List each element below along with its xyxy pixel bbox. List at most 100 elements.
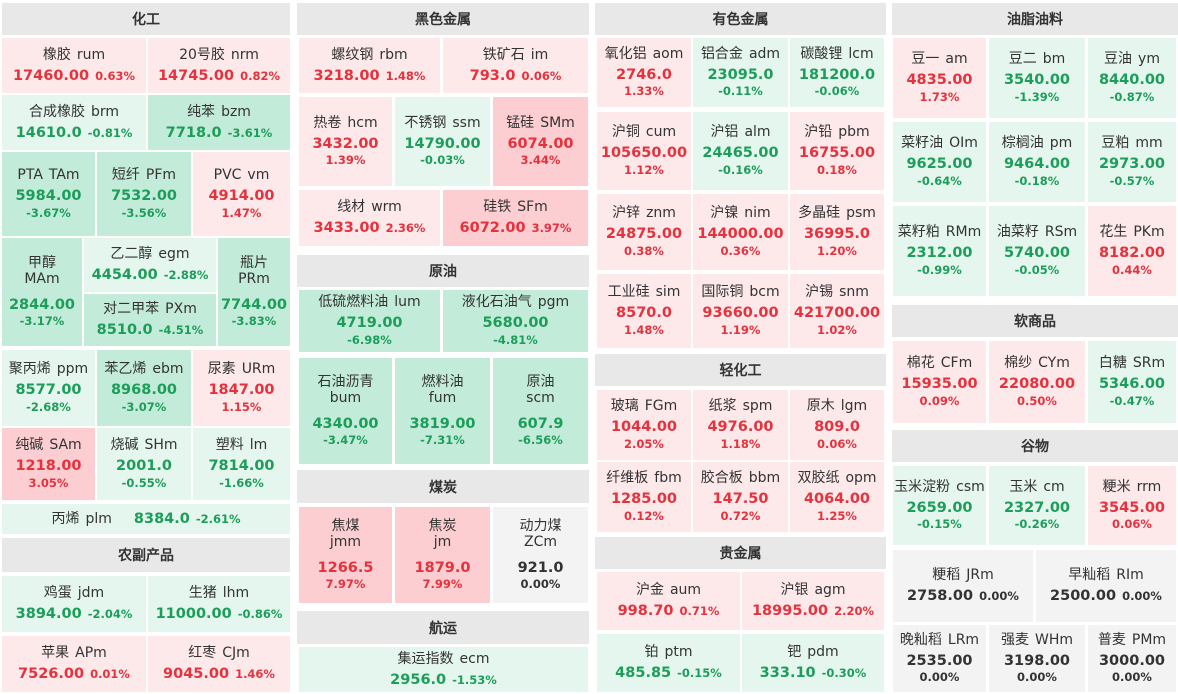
row: -4.81%: [493, 332, 538, 348]
row: 921.0: [518, 560, 564, 577]
contract-tile: 苯乙烯 ebm 8968.00 -3.07%: [97, 350, 191, 426]
row: 147.50: [713, 491, 769, 508]
price: 8570.0: [616, 305, 672, 322]
contract-code: ppm: [56, 361, 89, 378]
price: 333.10: [759, 665, 816, 682]
price: 4064.00: [803, 491, 871, 508]
contract-code: TAm: [48, 167, 80, 184]
row: 36995.0: [804, 226, 870, 243]
section-header: 轻化工: [595, 354, 886, 386]
row: 1.48%: [624, 322, 664, 338]
contract-code: fbm: [654, 470, 682, 487]
row: PTA TAm: [17, 167, 79, 183]
contract-code: CFm: [940, 355, 973, 372]
row: 421700.00: [794, 305, 880, 322]
row: MAm: [24, 271, 59, 287]
row: 生猪 lhm: [189, 585, 249, 601]
contract-tile: 玻璃 FGm 1044.00 2.05%: [597, 390, 691, 460]
row: 沪金 aum: [636, 582, 701, 598]
price: 36995.0: [803, 226, 871, 243]
row: 玉米淀粉 csm: [894, 479, 985, 495]
row: -7.31%: [420, 432, 465, 448]
row: 螺纹钢 rbm: [331, 47, 407, 63]
contract-tile: 白糖 SRm 5346.00 -0.47%: [1088, 341, 1176, 423]
row: 809.0: [814, 419, 860, 436]
contract-name: 早籼稻: [1068, 567, 1111, 584]
row: 20号胶 nrm: [179, 47, 259, 63]
contract-tile: 铁矿石 im 793.0 0.06%: [443, 38, 588, 93]
price: 921.0: [517, 559, 564, 576]
contract-tile: 铝合金 adm 23095.0 -0.11%: [693, 38, 788, 107]
contract-tile: 碳酸锂 lcm 181200.0 -0.06%: [790, 38, 884, 107]
contract-code: ZCm: [523, 533, 557, 550]
change: 1.46%: [235, 667, 275, 682]
row: 4914.00: [208, 188, 274, 205]
price: 5680.00: [482, 315, 549, 332]
row: 7.99%: [423, 576, 463, 592]
contract-name: 硅铁: [483, 199, 512, 216]
row: -2.68%: [26, 399, 71, 415]
change: -3.67%: [26, 205, 71, 220]
price: 1218.00: [15, 458, 82, 475]
row: 铂 ptm: [644, 644, 692, 660]
row: 1285.00: [611, 491, 677, 508]
row: 多晶硅 psm: [798, 205, 876, 221]
row: 793.0 0.06%: [470, 68, 562, 85]
row: 纸浆 spm: [709, 398, 773, 414]
contract-code: RIm: [1116, 567, 1144, 584]
contract-tile: 锰硅 SMm 6074.00 3.44%: [493, 97, 588, 186]
price: 17460.00: [12, 67, 90, 84]
change: -6.56%: [518, 433, 563, 448]
contract-name: 玉米淀粉: [894, 478, 951, 495]
row: 豆二 bm: [1009, 51, 1066, 67]
price: 22080.00: [998, 376, 1076, 393]
price: 998.70: [617, 603, 674, 620]
row: -1.66%: [219, 475, 264, 491]
price: 24465.00: [702, 145, 779, 162]
contract-tile: 动力煤 ZCm 921.0 0.00%: [493, 507, 588, 603]
row: 粳米 rrm: [1103, 479, 1162, 495]
contract-tile: 苹果 APm 7526.00 0.01%: [2, 636, 146, 692]
row: 晚籼稻 LRm: [900, 632, 979, 648]
contract-name: 沪镍: [710, 205, 739, 222]
row: jm: [434, 534, 452, 550]
row: -0.11%: [718, 83, 763, 99]
change: -2.68%: [26, 399, 71, 414]
change: -2.61%: [195, 511, 241, 526]
contract-name: 原木: [806, 398, 835, 415]
contract-tile: 线材 wrm 3433.00 2.36%: [299, 190, 440, 246]
contract-code: ssm: [452, 114, 481, 131]
contract-code: rbm: [379, 46, 408, 63]
contract-code: SMm: [540, 114, 575, 131]
contract-tile: 国际铜 bcm 93660.00 1.19%: [693, 274, 788, 348]
change: 0.00%: [1122, 589, 1162, 604]
change: 0.38%: [624, 243, 664, 258]
contract-tile: 原木 lgm 809.0 0.06%: [790, 390, 884, 460]
row: 0.18%: [817, 162, 857, 178]
price: 8510.0: [96, 322, 153, 339]
row: 0.12%: [624, 508, 664, 524]
contract-tile: 氧化铝 aom 2746.0 1.33%: [597, 38, 691, 107]
price: 793.0: [469, 67, 516, 84]
contract-code: spm: [742, 398, 773, 415]
row: 聚丙烯 ppm: [9, 361, 88, 377]
contract-name: 铁矿石: [482, 46, 525, 63]
contract-name: 丙烯: [51, 510, 80, 527]
contract-code: jdm: [77, 585, 105, 602]
change: -0.86%: [237, 607, 283, 622]
price: 485.85: [615, 665, 672, 682]
row: 4719.00: [336, 315, 402, 332]
change: 1.15%: [221, 399, 262, 414]
contract-code: znm: [646, 205, 676, 222]
change: -0.30%: [821, 666, 867, 681]
row: ZCm: [524, 534, 557, 550]
price: 5346.00: [1098, 376, 1166, 393]
row: 1.39%: [326, 152, 366, 168]
row: 24875.00: [606, 226, 682, 243]
row: 菜籽油 OIm: [901, 135, 978, 151]
change: -3.83%: [231, 314, 277, 329]
change: 0.09%: [919, 393, 960, 408]
row: 7744.00: [221, 297, 287, 314]
contract-name: 苹果: [41, 645, 70, 662]
section-header: 谷物: [892, 430, 1178, 462]
